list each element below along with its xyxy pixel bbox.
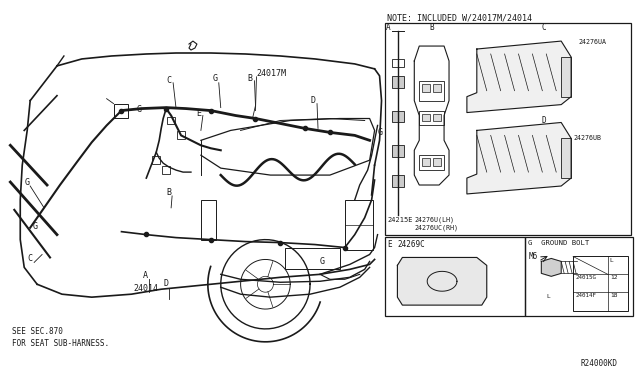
Polygon shape [541, 259, 561, 276]
Bar [433, 158, 441, 166]
Text: L: L [547, 294, 550, 299]
Bar [201, 200, 216, 240]
Bar [162, 166, 170, 174]
Text: C: C [166, 76, 171, 85]
Text: G: G [378, 128, 383, 137]
Bar [419, 81, 444, 101]
Text: 24276UC(RH): 24276UC(RH) [414, 225, 458, 231]
Bar [433, 113, 441, 122]
Polygon shape [397, 257, 487, 305]
Text: 24017M: 24017M [257, 69, 287, 78]
Text: A: A [143, 271, 148, 280]
Bar [385, 237, 525, 316]
Bar [419, 155, 444, 170]
Text: 24276UA: 24276UA [578, 39, 606, 45]
Text: L: L [610, 259, 614, 263]
Polygon shape [467, 41, 571, 113]
Bar [561, 138, 571, 178]
Bar [422, 113, 430, 122]
Text: 24269C: 24269C [397, 240, 425, 248]
Bar [392, 175, 404, 187]
Text: G: G [32, 222, 37, 231]
Polygon shape [467, 122, 571, 194]
Text: NOTE: INCLUDED W/24017M/24014: NOTE: INCLUDED W/24017M/24014 [387, 13, 532, 22]
Bar [177, 131, 185, 140]
Text: 24276U(LH): 24276U(LH) [414, 217, 454, 223]
Bar [419, 110, 444, 125]
Text: B: B [166, 188, 171, 197]
Text: 24215E: 24215E [387, 217, 413, 223]
Text: E: E [196, 109, 201, 118]
Bar [345, 200, 372, 250]
Text: G  GROUND BOLT: G GROUND BOLT [529, 240, 589, 246]
Text: A: A [385, 23, 390, 32]
Bar [385, 23, 630, 235]
Bar [392, 59, 404, 67]
Text: 12: 12 [610, 275, 618, 280]
Bar [433, 84, 441, 92]
Text: 18: 18 [610, 293, 618, 298]
Text: C: C [541, 23, 546, 32]
Text: G: G [24, 178, 29, 187]
Text: R24000KD: R24000KD [580, 359, 618, 368]
Bar [113, 104, 129, 118]
Text: B: B [429, 23, 434, 32]
Text: G: G [320, 257, 325, 266]
Text: D: D [541, 116, 546, 125]
Text: 24014: 24014 [133, 284, 159, 293]
Text: SEE SEC.870: SEE SEC.870 [12, 327, 63, 336]
Bar [392, 76, 404, 88]
Text: 24014F: 24014F [575, 293, 596, 298]
Text: E: E [387, 240, 392, 248]
Text: 24015G: 24015G [575, 275, 596, 280]
Text: 24276UB: 24276UB [573, 135, 601, 141]
Bar [167, 116, 175, 125]
Text: D: D [310, 96, 315, 105]
Text: C: C [28, 254, 32, 263]
Bar [285, 247, 340, 269]
Bar [392, 145, 404, 157]
Text: D: D [163, 279, 168, 288]
Bar [422, 84, 430, 92]
Text: G: G [213, 74, 218, 83]
Text: M6: M6 [529, 251, 538, 260]
Bar [152, 156, 160, 164]
Bar [561, 57, 571, 97]
Bar [422, 158, 430, 166]
Bar [392, 110, 404, 122]
Bar [525, 237, 633, 316]
Text: G: G [136, 105, 141, 113]
Text: B: B [248, 74, 253, 83]
Text: FOR SEAT SUB-HARNESS.: FOR SEAT SUB-HARNESS. [12, 339, 109, 348]
Bar [573, 256, 628, 311]
